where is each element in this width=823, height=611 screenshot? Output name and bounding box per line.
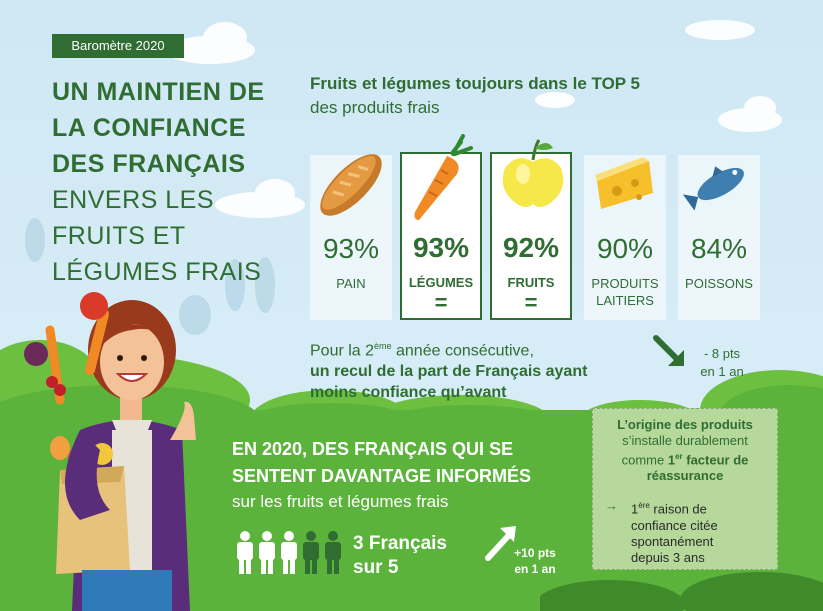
card-pain: 93% PAIN	[310, 154, 392, 320]
arrow-right-icon: →	[605, 498, 618, 514]
carrot-icon	[414, 134, 473, 220]
person-icon	[325, 531, 341, 574]
card-legumes: 93% LÉGUMES =	[400, 134, 482, 320]
text-span: moins confiance qu’avant	[310, 384, 507, 402]
trend-equal: =	[524, 290, 538, 315]
label-line: PRODUITS	[591, 276, 659, 291]
text-span: en 1 an	[700, 364, 744, 379]
top5-subheading: des produits frais	[310, 98, 440, 117]
fish-icon	[682, 166, 744, 211]
text-span: confiance citée	[631, 517, 718, 533]
card-poissons: 84% POISSONS	[678, 155, 760, 320]
text-span: en 1 an	[514, 562, 556, 576]
top5-heading: Fruits et légumes toujours dans le TOP 5	[310, 74, 641, 93]
arrow-up-icon	[485, 526, 516, 561]
text-span: raison de	[649, 501, 707, 517]
label-produits-laitiers: PRODUITS LAITIERS	[584, 275, 666, 309]
info-pts: +10 pts en 1 an	[505, 545, 565, 577]
title-line: ENVERS LES	[52, 186, 215, 214]
title-line: DES FRANÇAIS	[52, 150, 246, 178]
text-span: facteur de	[682, 452, 749, 468]
text-sup: er	[675, 452, 683, 461]
text-span: 1	[667, 452, 676, 468]
text-span: - 8 pts	[703, 346, 741, 361]
pct-produits-laitiers: 90%	[596, 233, 654, 264]
title-line: LA CONFIANCE	[52, 114, 246, 142]
title-line: FRUITS ET	[52, 222, 186, 250]
pct-fruits: 92%	[502, 232, 560, 263]
text-span: un recul de la part de Français ayant	[310, 363, 588, 381]
origin-text: L’origine des produits s’installe durabl…	[605, 417, 765, 484]
info-subtitle: sur les fruits et légumes frais	[232, 492, 449, 511]
text-span: 1	[631, 501, 639, 517]
text-span: L’origine des produits	[617, 417, 753, 432]
title-line: UN MAINTIEN DE	[52, 78, 265, 106]
person-icon	[259, 531, 275, 574]
text-span: comme	[621, 452, 668, 468]
text-span: SENTENT DAVANTAGE INFORMÉS	[232, 466, 532, 486]
label-line: LAITIERS	[596, 293, 654, 308]
apple-icon	[502, 139, 564, 207]
arrow-down-icon	[653, 335, 684, 366]
person-icon	[237, 531, 253, 574]
bread-icon	[320, 154, 382, 216]
text-span: 3 Français	[353, 533, 447, 554]
text-sup: ème	[374, 341, 392, 351]
person-icon	[303, 531, 319, 574]
woman-illustration	[24, 292, 196, 611]
recul-text: Pour la 2ème année consécutive, un recul…	[310, 336, 640, 403]
title-line: LÉGUMES FRAIS	[52, 258, 262, 286]
recul-pts: - 8 pts en 1 an	[688, 345, 756, 381]
text-span: spontanément	[631, 533, 714, 549]
info-title: EN 2020, DES FRANÇAIS QUI SE SENTENT DAV…	[232, 436, 572, 490]
cheese-icon	[595, 157, 653, 209]
main-title: UN MAINTIEN DE LA CONFIANCE DES FRANÇAIS…	[52, 74, 292, 290]
label-fruits: FRUITS	[507, 275, 555, 290]
bush-decor	[540, 572, 823, 611]
text-span: sur 5	[353, 557, 399, 578]
text-span: réassurance	[646, 468, 724, 484]
person-icon	[281, 531, 297, 574]
text-span: +10 pts	[514, 546, 556, 560]
label-pain: PAIN	[336, 276, 366, 291]
text-span: année consécutive,	[391, 342, 534, 360]
trend-equal: =	[434, 290, 448, 315]
text-span: EN 2020, DES FRANÇAIS QUI SE	[232, 439, 514, 459]
origin-raison: → 1ère raison de confiance citée spontan…	[605, 498, 765, 565]
card-produits-laitiers: 90% PRODUITS LAITIERS	[584, 155, 666, 320]
pct-legumes: 93%	[412, 232, 470, 263]
count-text: 3 Français sur 5	[353, 532, 447, 580]
text-span: depuis 3 ans	[631, 549, 705, 565]
text-span: Pour la 2	[310, 342, 375, 360]
label-poissons: POISSONS	[685, 276, 753, 291]
text-span: s’installe durablement	[622, 433, 748, 448]
people-icons	[237, 531, 341, 574]
card-fruits: 92% FRUITS =	[490, 139, 572, 320]
pct-pain: 93%	[322, 233, 380, 264]
pct-poissons: 84%	[690, 233, 748, 264]
text-sup: ère	[638, 501, 650, 511]
origin-box: L’origine des produits s’installe durabl…	[592, 408, 778, 570]
label-legumes: LÉGUMES	[408, 275, 474, 290]
barometre-badge: Baromètre 2020	[52, 34, 184, 58]
